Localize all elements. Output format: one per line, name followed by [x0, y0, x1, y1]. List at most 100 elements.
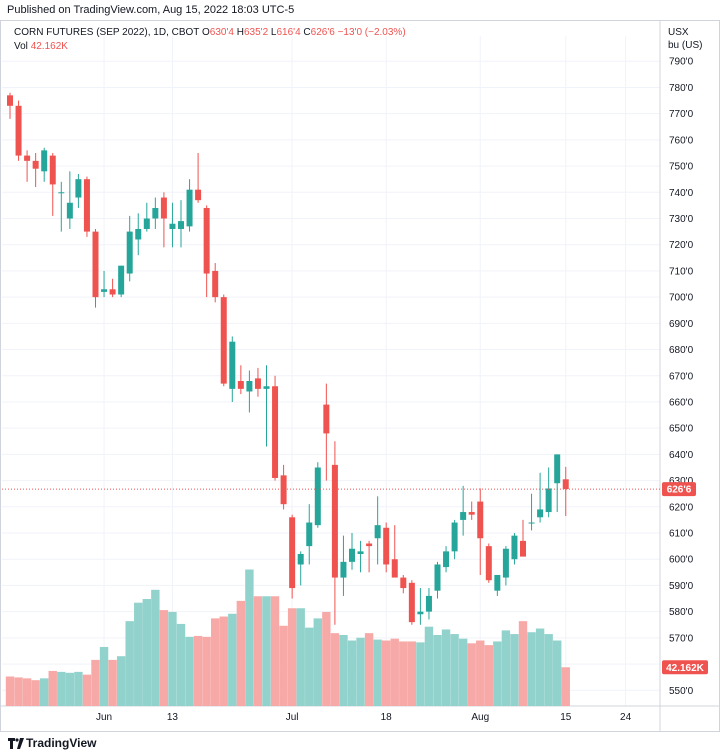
tradingview-logo-icon[interactable]: [8, 736, 24, 750]
candle-body: [451, 522, 458, 552]
price-badge-text: 626'6: [667, 485, 692, 496]
candle: [340, 535, 347, 596]
volume-bar: [125, 621, 134, 706]
volume-bar: [467, 643, 476, 706]
price-tick-label: 710'0: [669, 266, 694, 277]
price-tick-label: 700'0: [669, 293, 694, 304]
volume-bar: [245, 569, 254, 706]
volume-bar: [330, 633, 340, 706]
volume-bar: [279, 625, 288, 706]
open-value: 630'4: [209, 27, 234, 38]
candle-body: [246, 381, 253, 392]
volume-bar: [48, 670, 57, 706]
candle: [32, 152, 39, 188]
volume-bar: [390, 638, 399, 706]
price-badge: [662, 482, 696, 497]
candle: [434, 561, 441, 599]
candle-body: [15, 105, 22, 156]
candle-body: [434, 564, 441, 591]
candle: [83, 176, 90, 237]
candle: [331, 441, 338, 625]
candle: [203, 205, 210, 298]
candle-body: [169, 223, 176, 229]
volume-bar: [356, 637, 365, 706]
candle-body: [195, 189, 202, 201]
volume-bar: [424, 626, 434, 706]
volume-bar: [501, 630, 511, 706]
candle: [280, 464, 287, 510]
candle-body: [366, 543, 373, 547]
volume-bar: [99, 646, 109, 706]
candle-body: [537, 509, 544, 518]
volume-bar: [518, 621, 528, 706]
volume-bar: [57, 671, 66, 706]
candle: [152, 197, 159, 229]
candle: [443, 546, 450, 573]
volume-bar: [364, 633, 374, 706]
candle-body: [502, 548, 509, 578]
volume-bar: [553, 640, 562, 706]
candle-body: [186, 189, 193, 227]
candle: [289, 514, 296, 599]
candle-body: [374, 525, 381, 539]
candle: [314, 462, 321, 528]
candle-body: [229, 341, 236, 389]
candle-body: [220, 297, 227, 384]
candle-body: [160, 197, 167, 219]
volume-bar: [236, 600, 246, 706]
candle: [477, 488, 484, 575]
volume-bar: [185, 636, 194, 706]
candle-body: [340, 561, 347, 578]
candle: [66, 171, 73, 229]
volume-bar: [5, 676, 15, 706]
price-tick-label: 670'0: [669, 371, 694, 382]
candle: [237, 365, 244, 395]
volume-bar: [458, 638, 468, 706]
candle: [101, 270, 108, 298]
candle: [297, 551, 304, 586]
volume-badge: [662, 660, 708, 675]
candle: [502, 546, 509, 586]
candle: [126, 215, 133, 282]
unit-label: bu (US): [668, 40, 703, 51]
volume-bar: [270, 596, 280, 706]
currency-label: USX: [668, 27, 689, 38]
candle-body: [237, 381, 244, 389]
time-tick-label: 13: [167, 712, 179, 723]
volume-bar: [373, 639, 382, 706]
candle-body: [357, 551, 364, 554]
candle: [366, 540, 373, 573]
candle: [263, 365, 270, 447]
candle-body: [391, 559, 398, 578]
volume-bar: [22, 678, 32, 706]
candle-body: [101, 289, 108, 292]
candle-body: [126, 231, 133, 274]
candle: [58, 181, 65, 232]
candle-body: [417, 611, 424, 615]
footer-brand[interactable]: TradingView: [26, 736, 97, 750]
candle-body: [272, 386, 279, 478]
candle: [41, 147, 48, 182]
volume-bar: [493, 641, 502, 706]
volume-bars: [5, 569, 570, 706]
volume-bar: [433, 634, 442, 706]
volume-bar: [168, 611, 177, 706]
volume-bar: [116, 656, 126, 706]
candle-body: [152, 208, 159, 219]
price-tick-label: 640'0: [669, 450, 694, 461]
volume-bar: [305, 627, 314, 706]
volume-legend: Vol 42.162K: [14, 40, 68, 53]
volume-bar: [347, 640, 357, 706]
volume-bar: [407, 641, 417, 706]
candle: [178, 200, 184, 248]
candle-body: [425, 595, 432, 612]
candle-body: [528, 522, 535, 524]
price-tick-label: 570'0: [669, 633, 694, 644]
volume-bar: [14, 677, 23, 706]
candle-body: [297, 553, 304, 565]
candle: [349, 533, 355, 570]
candle: [417, 588, 424, 625]
candle-body: [477, 501, 484, 539]
low-label: L: [270, 27, 277, 38]
